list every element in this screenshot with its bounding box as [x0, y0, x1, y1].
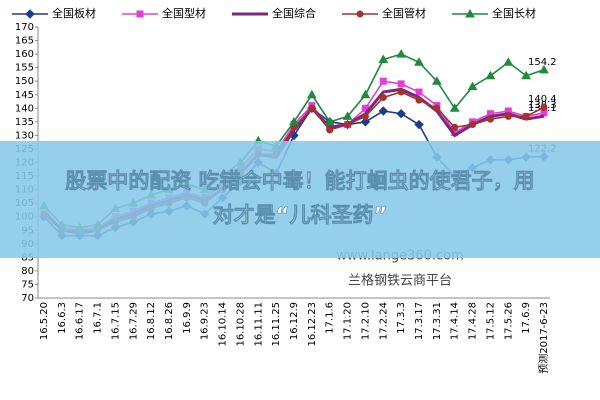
point — [396, 49, 407, 58]
x-tick-label: 16.9.23 — [200, 302, 211, 340]
point — [379, 77, 387, 85]
point — [453, 134, 456, 137]
point — [378, 54, 389, 64]
y-tick-label: 145 — [15, 90, 34, 101]
data-label: 154.2 — [528, 57, 557, 68]
point — [344, 121, 352, 129]
point — [360, 89, 371, 99]
point — [469, 121, 477, 129]
point — [540, 103, 548, 111]
x-tick-label: 16.6.17 — [75, 302, 86, 340]
legend-marker — [25, 9, 35, 19]
x-tick-label: 17.2.24 — [378, 302, 389, 340]
point — [503, 57, 514, 66]
legend-marker — [356, 10, 364, 18]
y-tick-label: 170 — [15, 22, 34, 33]
legend-marker — [465, 8, 475, 18]
legend-label: 全国型材 — [162, 6, 206, 20]
legend: 全国板材 全国型材 全国综合 全国管材 全国长材 — [12, 6, 536, 20]
x-tick-label: 16.8.12 — [146, 302, 157, 340]
x-tick-label: 17.6.9 — [521, 302, 532, 334]
y-tick-label: 130 — [15, 130, 34, 141]
point — [539, 64, 549, 74]
point — [379, 93, 387, 101]
y-tick-label: 75 — [21, 279, 34, 290]
point — [522, 112, 530, 120]
x-tick-label: 17.2.10 — [360, 302, 371, 340]
x-tick-label: 17.5.12 — [485, 302, 496, 340]
x-tick-label: 16.10.14 — [218, 302, 229, 347]
x-tick-label: 16.7.1 — [93, 302, 104, 334]
y-tick-label: 165 — [15, 36, 34, 47]
point — [451, 123, 459, 131]
point — [504, 112, 512, 120]
point — [467, 81, 478, 91]
point — [360, 117, 371, 127]
x-tick-label: 17.3.3 — [396, 302, 407, 334]
x-tick-label: 16.11.11 — [253, 302, 264, 347]
point — [361, 112, 369, 120]
x-tick-label: 17.4.28 — [468, 302, 479, 340]
point — [342, 111, 353, 120]
x-tick-label: 17.1.6 — [325, 302, 336, 334]
legend-label: 全国长材 — [492, 6, 536, 20]
point — [396, 109, 406, 119]
x-tick-label: 16.7.15 — [110, 302, 121, 340]
x-tick-label: 17.3.31 — [432, 302, 443, 340]
y-tick-label: 70 — [21, 293, 34, 304]
point — [414, 119, 424, 130]
x-tick-label: 16.6.3 — [57, 302, 68, 334]
point — [397, 80, 405, 88]
x-tick-label: 17.4.14 — [450, 302, 461, 340]
x-tick-label: 预测2017-6-23 — [537, 302, 550, 374]
x-tick-label: 16.8.26 — [164, 302, 175, 340]
point — [543, 115, 546, 118]
y-tick-label: 135 — [15, 117, 34, 128]
x-tick-label: 17.5.26 — [503, 302, 514, 340]
y-tick-label: 155 — [15, 63, 34, 74]
x-tick-label: 16.11.25 — [271, 302, 282, 347]
y-tick-label: 140 — [15, 103, 34, 114]
point — [431, 76, 442, 85]
point — [485, 70, 496, 80]
point — [306, 89, 317, 99]
point — [326, 126, 334, 134]
point — [433, 104, 441, 112]
point — [415, 88, 423, 96]
legend-label: 全国管材 — [382, 6, 426, 20]
x-tick-label: 17.3.17 — [414, 302, 425, 340]
point — [308, 104, 316, 112]
point — [415, 96, 423, 104]
y-tick-label: 160 — [15, 49, 34, 60]
legend-marker — [136, 10, 144, 18]
x-tick-label: 16.5.20 — [39, 302, 50, 340]
data-label: 140.4 — [528, 94, 557, 105]
legend-label: 全国综合 — [272, 6, 316, 20]
point — [378, 106, 388, 116]
point — [382, 91, 385, 94]
x-tick-label: 16.10.28 — [235, 302, 246, 347]
x-tick-label: 17.1.20 — [343, 302, 354, 340]
x-tick-label: 16.9.9 — [182, 302, 193, 334]
banner-background — [0, 141, 600, 258]
banner-text[interactable]: 对才是“儿科圣药” — [212, 203, 388, 228]
point — [486, 115, 494, 123]
point — [324, 116, 335, 126]
x-tick-label: 16.12.9 — [289, 302, 300, 340]
x-tick-label: 16.12.23 — [307, 302, 318, 347]
point — [449, 103, 460, 112]
point — [414, 57, 424, 66]
y-tick-label: 150 — [15, 76, 34, 87]
legend-label: 全国板材 — [52, 6, 96, 20]
banner-text[interactable]: 股票中的配资 吃错会中毒！能打蛔虫的使君子，用 — [65, 169, 535, 194]
x-tick-label: 16.7.29 — [128, 302, 139, 340]
point — [521, 70, 532, 80]
point — [397, 88, 405, 96]
watermark: 兰格钢铁云商平台 — [348, 273, 452, 289]
y-tick-label: 80 — [21, 266, 34, 277]
point — [289, 116, 299, 126]
